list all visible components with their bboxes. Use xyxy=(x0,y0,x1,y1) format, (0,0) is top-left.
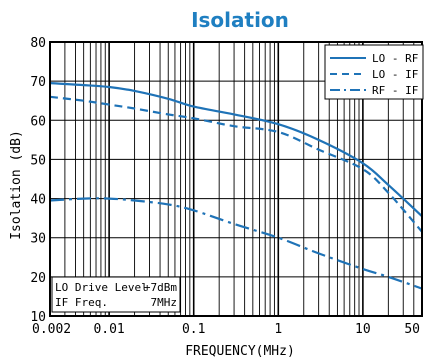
y-axis-label: Isolation (dB) xyxy=(9,130,24,240)
plot-frame xyxy=(49,41,423,317)
x-tick-label: 10 xyxy=(355,322,371,337)
legend-box xyxy=(324,44,424,100)
legend: LO - RF LO - IF RF - IF xyxy=(324,44,424,100)
annotation-line2-label: IF Freq. xyxy=(55,296,108,309)
y-tick-label: 50 xyxy=(30,153,46,168)
series-line-lo-if xyxy=(49,95,423,233)
y-tick-label: 60 xyxy=(30,114,46,129)
y-tick-labels: 10 20 30 40 50 60 70 80 xyxy=(30,36,46,325)
y-tick-label: 10 xyxy=(30,310,46,325)
x-tick-label: 50 xyxy=(404,322,420,337)
series-line-lo-rf xyxy=(49,82,423,218)
x-tick-label: 0.002 xyxy=(32,322,71,337)
y-tick-label: 20 xyxy=(30,271,46,286)
series-layer xyxy=(49,82,423,290)
annotation-line2-value: 7MHz xyxy=(151,296,178,309)
x-tick-label: 0.1 xyxy=(182,322,205,337)
y-tick-label: 80 xyxy=(30,36,46,51)
x-tick-label: 1 xyxy=(274,322,282,337)
x-axis-label: FREQUENCY(MHz) xyxy=(185,344,295,359)
x-tick-label: 0.01 xyxy=(93,322,124,337)
annotation-line1-value: +7dBm xyxy=(144,281,177,294)
series-line-rf-if xyxy=(49,197,423,290)
y-tick-label: 70 xyxy=(30,75,46,90)
y-tick-label: 40 xyxy=(30,193,46,208)
x-tick-labels: 0.002 0.01 0.1 1 10 50 xyxy=(32,322,420,337)
drive-level-annotation: LO Drive Level +7dBm IF Freq. 7MHz xyxy=(51,276,181,313)
annotation-line1-label: LO Drive Level xyxy=(55,281,148,294)
chart-title: Isolation xyxy=(191,8,289,32)
annotation-box xyxy=(51,276,181,313)
y-tick-label: 30 xyxy=(30,232,46,247)
legend-label-lo-if: LO - IF xyxy=(372,68,418,81)
legend-label-rf-if: RF - IF xyxy=(372,84,418,97)
legend-label-lo-rf: LO - RF xyxy=(372,52,418,65)
